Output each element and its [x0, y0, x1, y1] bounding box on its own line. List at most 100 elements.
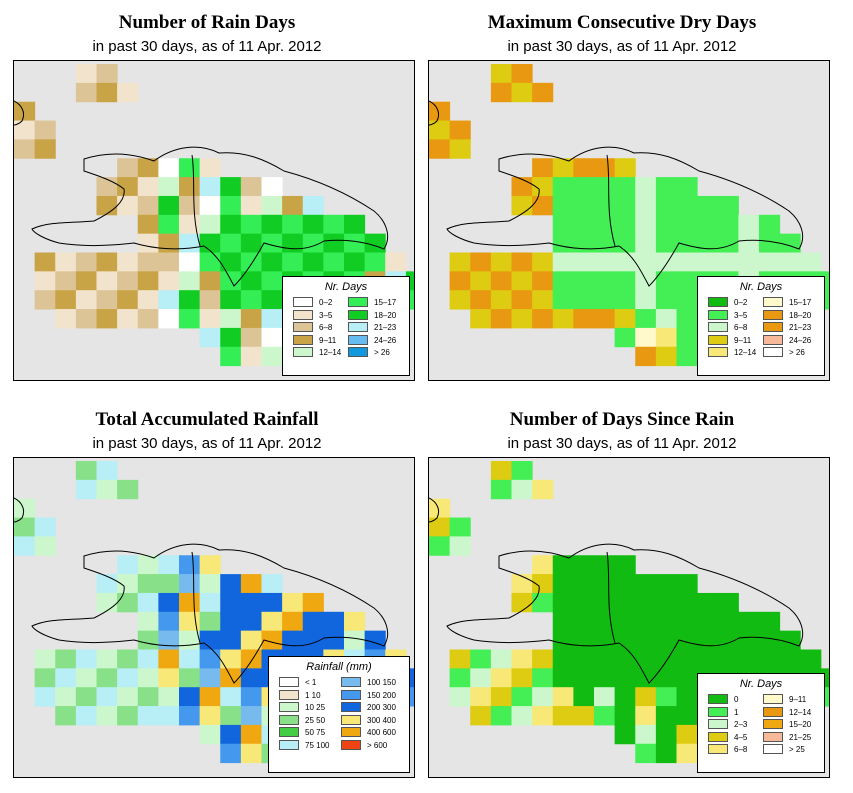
grid-cell [344, 611, 366, 632]
grid-cell [158, 309, 180, 329]
legend-label: 0–2 [319, 298, 333, 307]
grid-cell [676, 177, 698, 197]
legend-label: 18–20 [374, 310, 397, 320]
grid-cell [34, 271, 56, 291]
grid-cell [240, 611, 262, 632]
grid-cell [96, 461, 118, 481]
grid-cell [594, 687, 616, 707]
grid-cell [676, 724, 698, 745]
grid-cell [594, 158, 616, 178]
legend-swatch [293, 297, 313, 307]
grid-cell [137, 195, 159, 216]
grid-cell [220, 706, 242, 726]
grid-cell [323, 214, 345, 235]
grid-cell [490, 64, 512, 84]
grid-cell [220, 290, 242, 310]
grid-cell [179, 233, 201, 253]
grid-cell [261, 574, 283, 594]
grid-cell [676, 687, 698, 707]
grid-cell [655, 195, 677, 216]
grid-cell [117, 252, 139, 272]
legend-swatch [708, 694, 728, 704]
grid-cell [220, 346, 242, 367]
legend-label: 75 100 [305, 740, 330, 750]
grid-cell [614, 214, 636, 235]
grid-cell [75, 82, 97, 103]
legend-label: 6–8 [319, 323, 333, 332]
panel-title: Number of Rain Days [118, 12, 296, 33]
grid-cell [199, 574, 221, 594]
grid-cell [676, 706, 698, 726]
grid-cell [34, 649, 56, 669]
grid-cell [117, 649, 139, 669]
grid-cell [137, 649, 159, 669]
grid-cell [96, 574, 118, 594]
grid-cell [220, 214, 242, 235]
legend-label: 21–23 [374, 323, 397, 332]
grid-cell [573, 592, 595, 613]
grid-cell [199, 611, 221, 632]
grid-cell [594, 649, 616, 669]
grid-cell [532, 687, 554, 707]
grid-cell [429, 498, 451, 519]
grid-cell [261, 309, 283, 329]
map-frame: Rainfall (mm) < 1 1 10 10 25 25 50 50 75 75 1… [13, 457, 415, 778]
grid-cell [511, 82, 533, 103]
grid-cell [573, 649, 595, 669]
grid-cell [552, 668, 574, 688]
grid-cell [614, 252, 636, 272]
grid-cell [261, 177, 283, 197]
grid-cell [240, 290, 262, 310]
grid-cell [117, 290, 139, 310]
grid-cell [302, 233, 324, 253]
grid-cell [614, 592, 636, 613]
grid-cell [117, 479, 139, 500]
grid-cell [490, 479, 512, 500]
grid-cell [655, 271, 677, 291]
grid-cell [449, 271, 471, 291]
grid-cell [261, 346, 283, 367]
grid-cell [635, 177, 657, 197]
grid-cell [55, 290, 77, 310]
grid-cell [655, 743, 677, 764]
grid-cell [614, 724, 636, 745]
grid-cell [697, 611, 719, 632]
grid-cell [655, 214, 677, 235]
legend-label: 21–25 [789, 732, 812, 742]
grid-cell [511, 195, 533, 216]
grid-cell [179, 271, 201, 291]
grid-cell [511, 687, 533, 707]
grid-cell [302, 214, 324, 235]
grid-cell [117, 668, 139, 688]
grid-cell [199, 214, 221, 235]
grid-cell [552, 706, 574, 726]
grid-cell [532, 649, 554, 669]
grid-cell [655, 177, 677, 197]
grid-cell [240, 687, 262, 707]
grid-cell [511, 177, 533, 197]
grid-cell [552, 252, 574, 272]
grid-cell [96, 290, 118, 310]
legend-label: > 25 [789, 745, 805, 754]
legend-label: > 26 [789, 348, 805, 357]
grid-cell [594, 271, 616, 291]
legend-swatch [341, 677, 361, 687]
grid-cell [635, 724, 657, 745]
grid-cell [532, 252, 554, 272]
grid-cell [220, 177, 242, 197]
grid-cell [220, 592, 242, 613]
grid-cell [220, 611, 242, 632]
grid-cell [14, 536, 36, 556]
grid-cell [96, 177, 118, 197]
grid-cell [717, 592, 739, 613]
grid-cell [511, 461, 533, 481]
legend-swatch [279, 739, 299, 750]
grid-cell [573, 574, 595, 594]
map-legend: Rainfall (mm) < 1 1 10 10 25 25 50 50 75 75 1… [268, 656, 410, 773]
hispaniola-coastline [31, 146, 389, 287]
grid-cell [490, 668, 512, 688]
grid-cell [573, 177, 595, 197]
grid-cell [117, 555, 139, 575]
grid-cell [532, 309, 554, 329]
grid-cell [800, 649, 822, 669]
